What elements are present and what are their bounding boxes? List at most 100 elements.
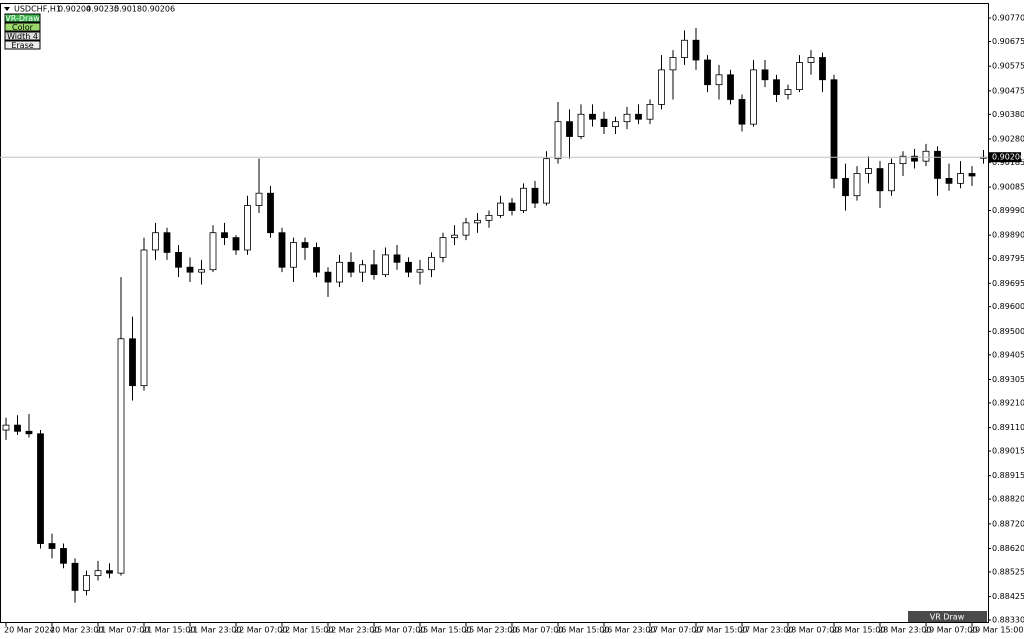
candle-body <box>278 232 286 268</box>
candle-body <box>888 163 895 192</box>
candle-body <box>577 113 585 137</box>
candle-body <box>612 121 619 128</box>
x-tick-label: 21 Mar 07:00 <box>96 626 149 635</box>
candle-body <box>428 256 435 271</box>
button[interactable] <box>4 40 41 50</box>
y-tick-label: 0.88720 <box>992 519 1024 528</box>
x-tick-label: 21 Mar 15:00 <box>142 626 195 635</box>
button-label[interactable]: VR-Draw <box>5 14 40 23</box>
candle-body <box>129 338 136 387</box>
button-group: VR-Draw Color Width 4 Erase <box>4 13 41 50</box>
candle-body <box>945 178 953 184</box>
x-tick-label: 22 Mar 07:00 <box>234 626 287 635</box>
candle-body <box>209 232 217 271</box>
y-tick-label: 0.89500 <box>992 327 1024 336</box>
x-tick-label: 28 Mar 07:00 <box>786 626 839 635</box>
candle-body <box>865 168 872 174</box>
candle-body <box>934 150 941 179</box>
y-tick-label: 0.89600 <box>992 302 1024 311</box>
button[interactable] <box>4 22 41 32</box>
candle-body <box>681 39 688 58</box>
candle-body <box>911 155 918 162</box>
x-tick-label: 25 Mar 07:00 <box>372 626 425 635</box>
y-tick-label: 0.90085 <box>992 183 1024 192</box>
button-label[interactable]: Erase <box>11 41 33 50</box>
candle-body <box>83 575 90 591</box>
info-open: 0.90204 <box>58 5 91 14</box>
x-tick-label: 29 Mar 07:00 <box>924 626 977 635</box>
y-tick-label: 0.89695 <box>992 279 1024 288</box>
candle-body <box>899 155 907 165</box>
x-tick-label: 21 Mar 23:00 <box>188 626 241 635</box>
y-tick-label: 0.88330 <box>992 616 1024 625</box>
x-tick-label: 22 Mar 15:00 <box>280 626 333 635</box>
candle-body <box>830 79 838 179</box>
candle-body <box>669 57 677 71</box>
candle-body <box>25 430 33 435</box>
candle-body <box>727 74 734 100</box>
y-tick-label: 0.90575 <box>992 62 1024 71</box>
x-tick-label: 20 Mar 2024 <box>4 626 55 635</box>
candle-body <box>658 69 665 105</box>
info-close: 0.90206 <box>142 5 175 14</box>
candle-body <box>186 266 194 273</box>
candle-body <box>37 433 44 544</box>
x-tick-label: 25 Mar 23:00 <box>464 626 517 635</box>
y-tick-label: 0.88820 <box>992 495 1024 504</box>
y-tick-label: 0.90675 <box>992 37 1024 46</box>
candle-body <box>71 562 79 591</box>
candle-body <box>715 74 723 86</box>
candle-body <box>842 178 849 197</box>
panel-label[interactable]: VR Draw <box>930 613 965 622</box>
menu-arrow[interactable] <box>4 7 10 11</box>
x-tick-label: 29 Mar 15:00 <box>970 626 1023 635</box>
candle-body <box>416 269 424 273</box>
candle-body <box>393 254 401 263</box>
y-tick-label: 0.90380 <box>992 110 1024 119</box>
symbol: USDCHF,H1 <box>14 5 61 14</box>
y-tick-label: 0.89015 <box>992 447 1024 456</box>
y-tick-label: 0.89405 <box>992 350 1024 359</box>
button[interactable] <box>4 31 41 41</box>
candle-body <box>163 232 171 253</box>
candle-body <box>370 264 378 276</box>
panel[interactable] <box>908 611 987 622</box>
y-tick-label: 0.90475 <box>992 86 1024 95</box>
button-label[interactable]: Width 4 <box>7 32 38 41</box>
candle-body <box>94 570 102 577</box>
candle-body <box>232 237 240 251</box>
y-tick-label: 0.89210 <box>992 398 1024 407</box>
x-tick-label: 26 Mar 07:00 <box>510 626 563 635</box>
candle-body <box>853 173 861 197</box>
candle-body <box>508 202 516 211</box>
candle-body <box>750 69 757 125</box>
candle-body <box>474 219 481 224</box>
x-tick-label: 25 Mar 15:00 <box>418 626 471 635</box>
button[interactable] <box>4 13 41 23</box>
y-tick-label: 0.90185 <box>992 158 1024 167</box>
candle-body <box>267 192 274 234</box>
candle-body <box>623 113 631 123</box>
candle-body <box>451 234 458 239</box>
candle-body <box>796 62 803 91</box>
candle-body <box>819 57 826 81</box>
candle-body <box>600 118 608 128</box>
x-tick-label: 27 Mar 15:00 <box>694 626 747 635</box>
candle-body <box>692 39 700 61</box>
x-tick-label: 27 Mar 07:00 <box>648 626 701 635</box>
info-low: 0.9018 <box>114 5 142 14</box>
candle-body <box>646 104 654 120</box>
price-box <box>989 152 1021 163</box>
candle-body <box>244 205 251 251</box>
x-tick-label: 26 Mar 23:00 <box>602 626 655 635</box>
candle-body <box>347 261 355 273</box>
candle-body <box>301 242 309 248</box>
candle-body <box>324 271 332 283</box>
y-tick-label: 0.88915 <box>992 471 1024 480</box>
candle-body <box>589 113 596 120</box>
x-tick-label: 27 Mar 23:00 <box>740 626 793 635</box>
button-label[interactable]: Color <box>12 23 34 32</box>
candle-body <box>439 237 447 258</box>
candle-body <box>14 424 21 432</box>
